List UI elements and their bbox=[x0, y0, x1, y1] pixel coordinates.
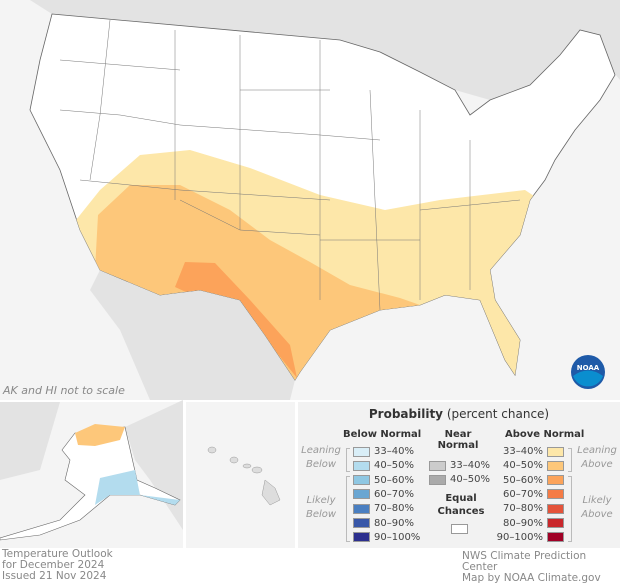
legend-row: 40–50% bbox=[429, 474, 490, 485]
hawaii-inset bbox=[186, 402, 295, 548]
legend-label: 33–40% bbox=[450, 460, 490, 471]
legend-label: 33–40% bbox=[374, 446, 414, 457]
legend-label: 70–80% bbox=[503, 503, 543, 515]
legend-row: 40–50% bbox=[353, 460, 414, 471]
above-normal-header: Above Normal bbox=[505, 429, 585, 440]
legend-label: 80–90% bbox=[374, 517, 414, 529]
legend-row: 80–90% bbox=[503, 518, 564, 529]
legend-swatch bbox=[353, 489, 370, 500]
legend-label: 40–50% bbox=[450, 474, 490, 486]
legend-row: 80–90% bbox=[353, 518, 414, 529]
legend-row: 90–100% bbox=[353, 532, 420, 543]
leaning-below-label: Leaning Below bbox=[301, 445, 341, 470]
legend-row: 90–100% bbox=[497, 532, 564, 543]
legend-label: 60–70% bbox=[503, 488, 543, 500]
probability-legend: Probability (percent chance) Below Norma… bbox=[298, 402, 620, 548]
legend-label: 50–60% bbox=[503, 474, 543, 486]
legend-swatch bbox=[547, 475, 564, 486]
mexico bbox=[90, 270, 295, 400]
hawaii-islands bbox=[207, 446, 281, 506]
legend-swatch bbox=[353, 532, 370, 543]
legend-swatch bbox=[547, 446, 564, 457]
legend-label: 60–70% bbox=[374, 488, 414, 500]
legend-title: Probability (percent chance) bbox=[368, 407, 550, 421]
legend-swatch bbox=[429, 460, 446, 471]
likely-below-label: Likely Below bbox=[305, 495, 337, 520]
legend-swatch bbox=[353, 460, 370, 471]
legend-row: 70–80% bbox=[503, 503, 564, 514]
near-normal-header: Near Normal bbox=[437, 429, 479, 451]
state-borders bbox=[59, 19, 521, 311]
legend-swatch bbox=[547, 532, 564, 543]
noaa-logo-text: NOAA bbox=[577, 364, 600, 372]
legend-row: 33–40% bbox=[429, 460, 490, 471]
legend-label: 90–100% bbox=[374, 531, 421, 543]
legend-row: 50–60% bbox=[353, 475, 414, 486]
legend-swatch bbox=[353, 503, 370, 514]
legend-label: 33–40% bbox=[503, 446, 543, 457]
likely-above-50-60-zone bbox=[175, 262, 297, 378]
likely-above-label: Likely Above bbox=[581, 495, 613, 520]
legend-label: 90–100% bbox=[496, 531, 543, 543]
legend-row: 33–40% bbox=[503, 446, 564, 457]
legend-swatch bbox=[547, 503, 564, 514]
canada bbox=[0, 0, 620, 100]
legend-row: 70–80% bbox=[353, 503, 414, 514]
legend-swatch bbox=[353, 446, 370, 457]
legend-swatch bbox=[547, 489, 564, 500]
legend-swatch bbox=[547, 518, 564, 528]
below-normal-header: Below Normal bbox=[343, 429, 422, 440]
leaning-above-40-50-zone bbox=[95, 185, 440, 380]
legend-swatch bbox=[429, 474, 446, 485]
legend-label: 40–50% bbox=[503, 460, 543, 472]
legend-label: 80–90% bbox=[503, 517, 543, 529]
legend-row: 60–70% bbox=[353, 489, 414, 500]
equal-chances-swatch bbox=[451, 524, 468, 534]
legend-label: 40–50% bbox=[374, 460, 414, 472]
credits: NWS Climate Prediction Center Map by NOAA… bbox=[462, 550, 601, 584]
equal-chances-label: Equal Chances bbox=[437, 493, 485, 517]
legend-label: 50–60% bbox=[374, 474, 414, 486]
legend-swatch bbox=[547, 460, 564, 471]
legend-swatch bbox=[353, 518, 370, 528]
scale-note: AK and HI not to scale bbox=[3, 384, 125, 397]
leaning-above-label: Leaning Above bbox=[577, 445, 617, 470]
legend-row: 33–40% bbox=[353, 446, 414, 457]
legend-label: 70–80% bbox=[374, 503, 414, 515]
outlook-title: Temperature Outlook for December 2024 Issu… bbox=[2, 548, 113, 582]
legend-row: 60–70% bbox=[503, 489, 564, 500]
legend-row: 50–60% bbox=[503, 475, 564, 486]
legend-row: 40–50% bbox=[503, 460, 564, 471]
legend-swatch bbox=[353, 475, 370, 486]
